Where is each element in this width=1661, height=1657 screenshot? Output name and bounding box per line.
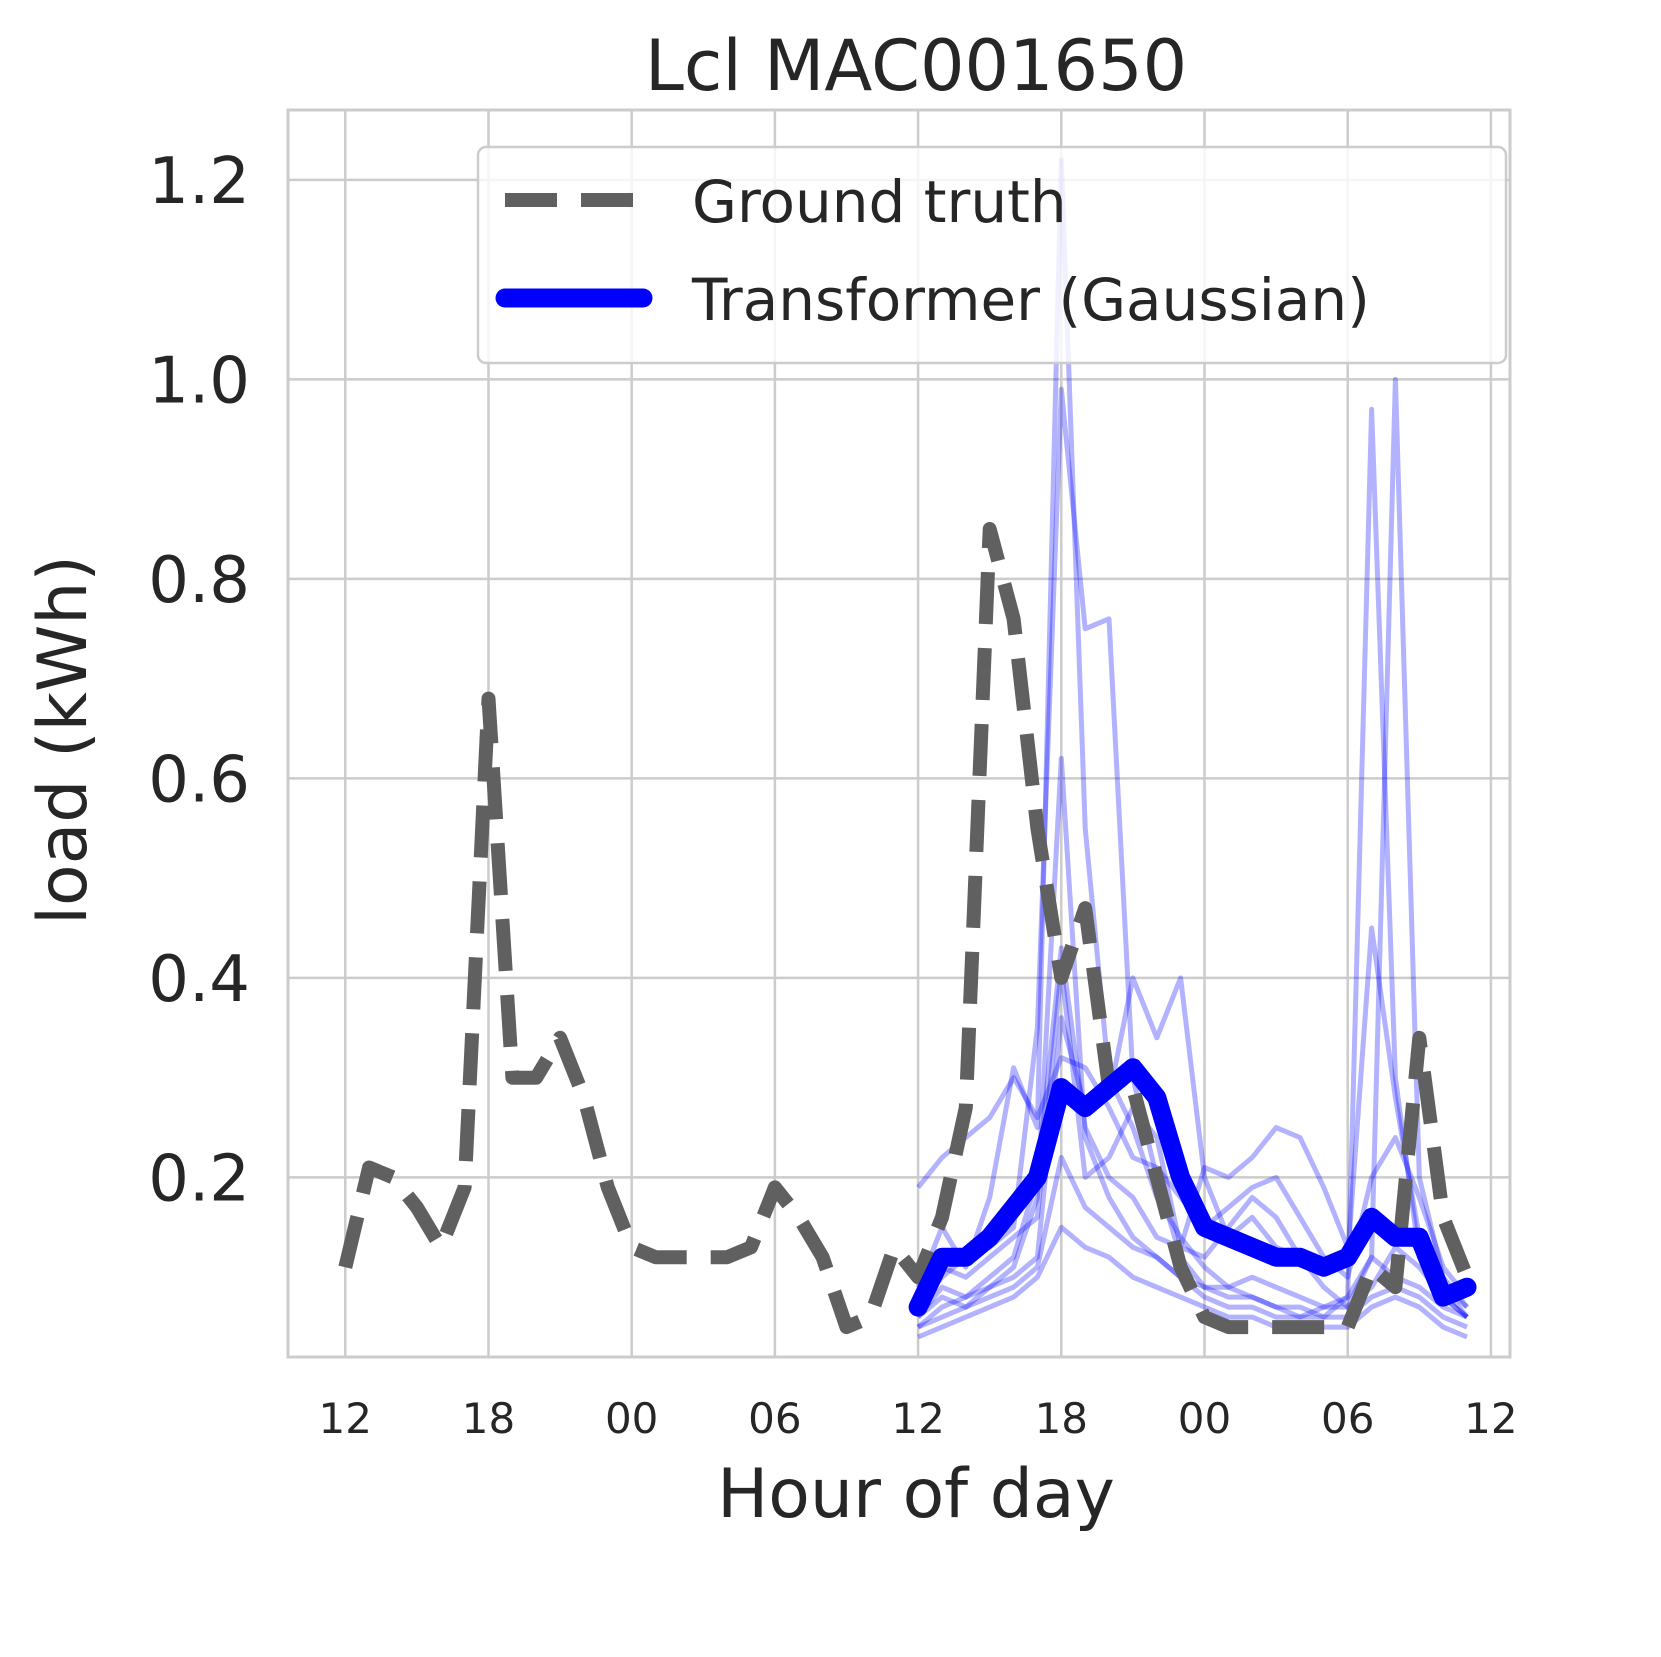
x-tick-label: 18	[1035, 1394, 1088, 1443]
ground-truth-line	[338, 522, 1474, 1335]
y-tick-label: 1.2	[148, 145, 250, 219]
legend: Ground truth Transformer (Gaussian)	[476, 145, 1508, 365]
y-tick-label: 0.4	[148, 943, 250, 1017]
transformer-mean-line	[908, 1058, 1477, 1317]
x-tick-label: 12	[891, 1394, 944, 1443]
chart-title: Lcl MAC001650	[645, 25, 1187, 107]
y-tick-label: 0.8	[148, 544, 250, 618]
x-tick-label: 00	[1178, 1394, 1231, 1443]
legend-label-transformer: Transformer (Gaussian)	[691, 266, 1370, 334]
y-tick-label: 1.0	[148, 344, 250, 418]
forecast-sample-line	[917, 1224, 1468, 1340]
series	[338, 522, 1477, 1335]
forecast-sample-line	[916, 376, 1469, 1319]
y-tick-label: 0.2	[148, 1142, 250, 1216]
y-tick-label: 0.6	[148, 743, 250, 817]
x-tick-label: 06	[1321, 1394, 1374, 1443]
x-tick-label: 18	[462, 1394, 515, 1443]
x-tick-label: 00	[605, 1394, 658, 1443]
forecast-sample-line	[916, 386, 1469, 1320]
x-axis-label: Hour of day	[717, 1455, 1115, 1534]
legend-label-ground-truth: Ground truth	[692, 168, 1067, 236]
x-tick-label: 12	[1464, 1394, 1517, 1443]
legend-box	[476, 145, 1508, 365]
y-axis-label: load (kWh)	[24, 555, 103, 925]
forecast-sample-line	[916, 925, 1469, 1320]
plot-frame	[286, 108, 1512, 1359]
x-axis-ticks: 12 18 00 06 12 18 00 06 12	[319, 1394, 1518, 1443]
x-tick-label: 06	[748, 1394, 801, 1443]
forecast-sample-line	[915, 157, 1468, 1320]
x-tick-label: 12	[319, 1394, 372, 1443]
y-axis-ticks: 0.2 0.4 0.6 0.8 1.0 1.2	[148, 145, 250, 1217]
